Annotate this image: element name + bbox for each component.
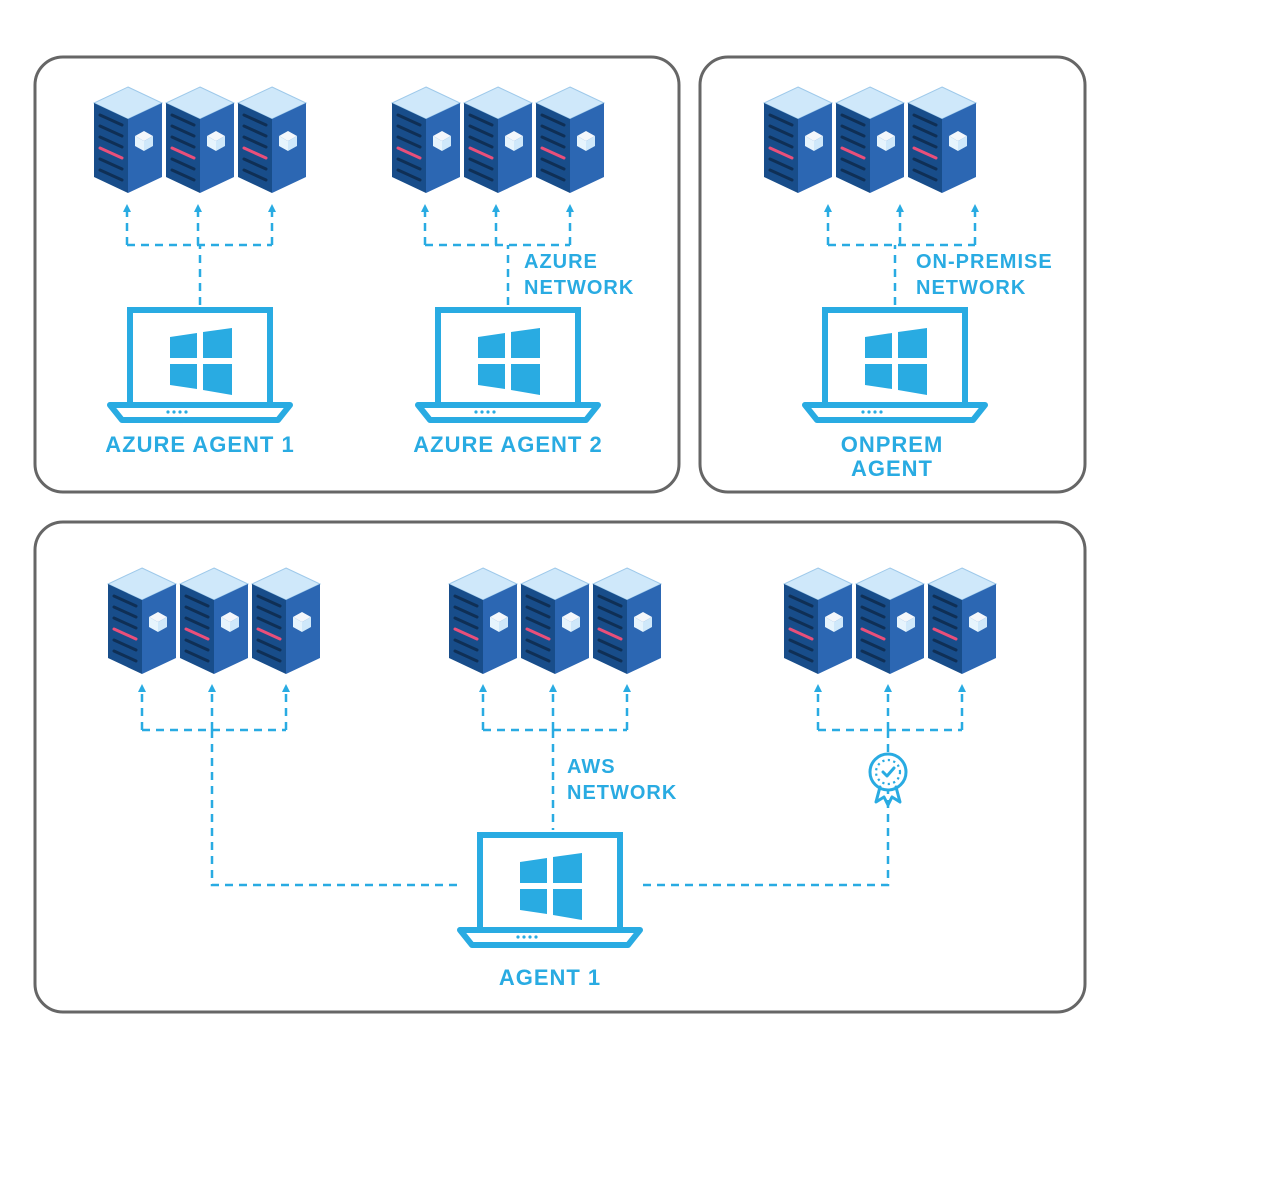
- aws-right-join: [640, 730, 888, 885]
- onprem-server-cluster: [764, 87, 976, 193]
- aws-network-label-1: AWS: [567, 756, 616, 778]
- aws-agent-label: AGENT 1: [499, 965, 601, 990]
- azure-network-label-1: AZURE: [524, 251, 598, 273]
- onprem-network-label-2: NETWORK: [916, 277, 1026, 299]
- onprem-agent-label-2: AGENT: [851, 456, 933, 481]
- aws-server-cluster-1: [108, 568, 320, 674]
- azure-agent-2-label: AZURE AGENT 2: [413, 432, 602, 457]
- onprem-agent-laptop: [805, 310, 985, 420]
- aws-server-cluster-2: [449, 568, 661, 674]
- azure-agent-2-laptop: [418, 310, 598, 420]
- certification-badge-icon: [870, 754, 906, 805]
- azure-network-label-2: NETWORK: [524, 277, 634, 299]
- azure-server-cluster-1: [94, 87, 306, 193]
- aws-network-label-2: NETWORK: [567, 782, 677, 804]
- azure-server-cluster-2: [392, 87, 604, 193]
- onprem-agent-label-1: ONPREM: [841, 432, 944, 457]
- onprem-network-label-1: ON-PREMISE: [916, 251, 1053, 273]
- azure-agent-1-laptop: [110, 310, 290, 420]
- diagram-canvas: AZURE AGENT 1 AZURE AGENT 2 AZURE NETWORK ON…: [0, 0, 1265, 1200]
- aws-agent-laptop: [460, 835, 640, 945]
- aws-left-join: [212, 730, 460, 885]
- aws-server-cluster-3: [784, 568, 996, 674]
- azure-agent-1-label: AZURE AGENT 1: [105, 432, 294, 457]
